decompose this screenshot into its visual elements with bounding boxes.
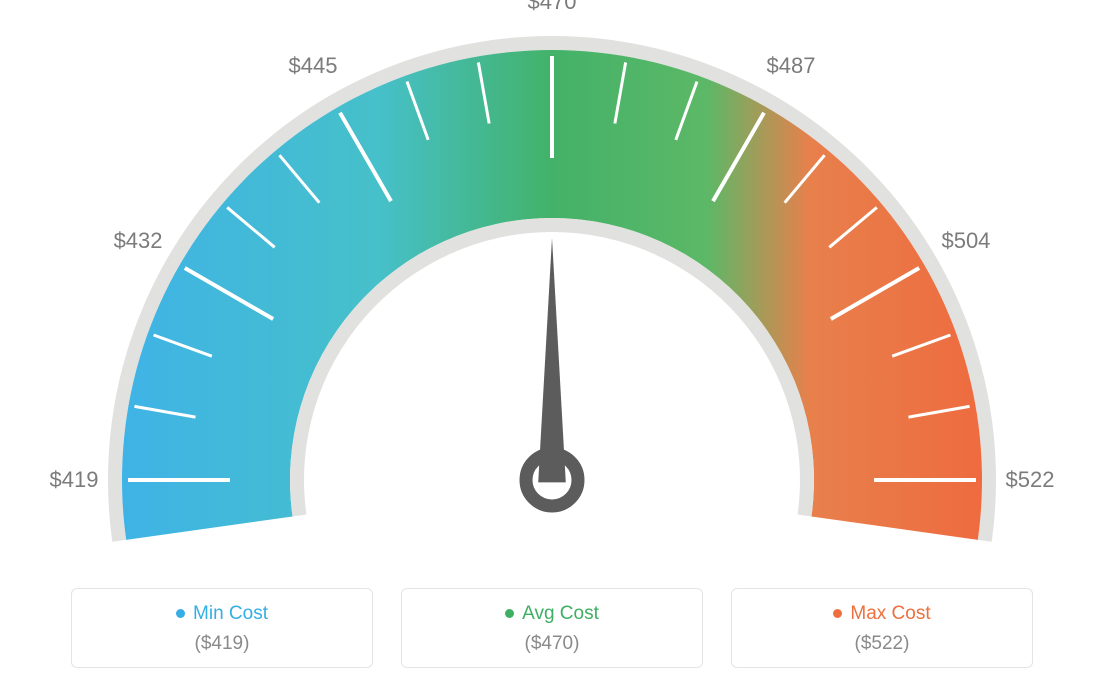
- legend-min-value: ($419): [72, 633, 372, 655]
- legend-max-label: Max Cost: [850, 603, 930, 624]
- legend-avg: Avg Cost ($470): [401, 588, 703, 668]
- legend-min-title: Min Cost: [72, 603, 372, 625]
- svg-text:$522: $522: [1006, 467, 1055, 492]
- legend-avg-title: Avg Cost: [402, 603, 702, 625]
- svg-text:$487: $487: [767, 53, 816, 78]
- legend-min: Min Cost ($419): [71, 588, 373, 668]
- svg-text:$432: $432: [114, 228, 163, 253]
- svg-text:$470: $470: [528, 0, 577, 14]
- gauge-chart: $419 $432 $445 $470 $487 $504 $522: [0, 0, 1104, 560]
- legend-max-value: ($522): [732, 633, 1032, 655]
- dot-icon: [833, 609, 842, 618]
- svg-text:$445: $445: [289, 53, 338, 78]
- legend-avg-label: Avg Cost: [522, 603, 599, 624]
- legend-max: Max Cost ($522): [731, 588, 1033, 668]
- cost-gauge-infographic: $419 $432 $445 $470 $487 $504 $522 Min Cost ($…: [0, 0, 1104, 690]
- legend-min-label: Min Cost: [193, 603, 268, 624]
- svg-text:$504: $504: [941, 228, 990, 253]
- legend-avg-value: ($470): [402, 633, 702, 655]
- legend-max-title: Max Cost: [732, 603, 1032, 625]
- svg-text:$419: $419: [50, 467, 99, 492]
- dot-icon: [505, 609, 514, 618]
- legend-row: Min Cost ($419) Avg Cost ($470) Max Cost…: [0, 588, 1104, 668]
- dot-icon: [176, 609, 185, 618]
